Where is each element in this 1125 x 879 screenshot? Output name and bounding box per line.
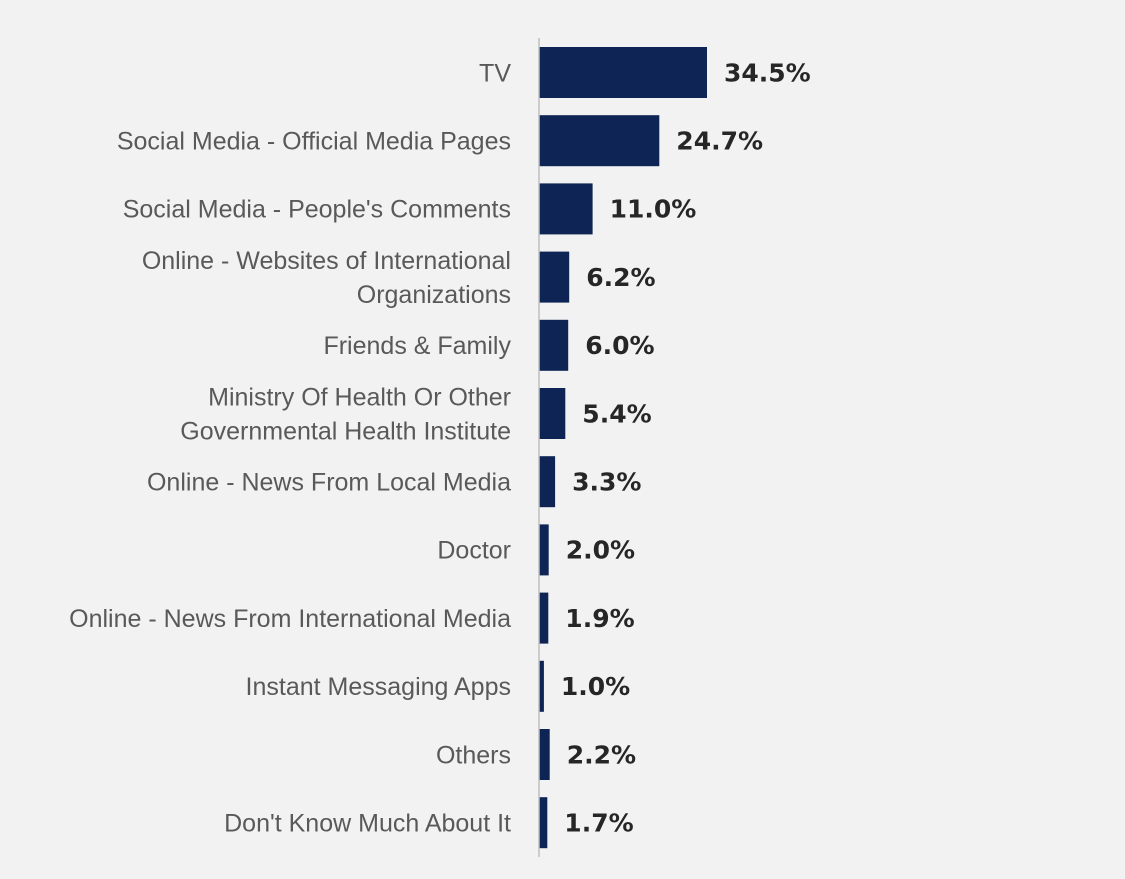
category-label: Online - News From Local Media bbox=[147, 468, 511, 496]
bar-value-label: 11.0% bbox=[610, 195, 697, 224]
category-label: TV bbox=[479, 59, 511, 87]
category-label-line: TV bbox=[479, 59, 511, 87]
bar bbox=[539, 524, 549, 576]
category-label: Friends & Family bbox=[323, 332, 511, 360]
bar-value-label: 6.2% bbox=[586, 263, 655, 292]
category-label-line: Instant Messaging Apps bbox=[246, 673, 511, 701]
category-label: Online - Websites of International Organi… bbox=[142, 247, 511, 309]
category-label: Doctor bbox=[437, 537, 511, 565]
bar-value-label: 2.2% bbox=[567, 740, 636, 769]
category-label: Social Media - Official Media Pages bbox=[117, 127, 511, 155]
bar bbox=[539, 47, 707, 98]
category-label-line: Ministry Of Health Or Other bbox=[208, 383, 511, 411]
category-label-line: Organizations bbox=[357, 281, 511, 309]
bar bbox=[539, 115, 660, 167]
bar bbox=[539, 251, 570, 303]
category-label-line: Friends & Family bbox=[323, 332, 511, 360]
bar-value-label: 1.9% bbox=[565, 604, 634, 633]
category-label-line: Social Media - Official Media Pages bbox=[117, 127, 511, 155]
value-labels-group: 34.5% 24.7% 11.0% 6.2% 6.0% 5.4% 3.3% 2.0% 1.9% 1… bbox=[561, 58, 811, 837]
category-label-line: Online - News From International Media bbox=[69, 605, 511, 633]
bar bbox=[539, 797, 548, 849]
bar-value-label: 5.4% bbox=[582, 399, 651, 428]
category-label-line: Social Media - People's Comments bbox=[123, 196, 511, 224]
bar-value-label: 6.0% bbox=[585, 331, 654, 360]
bar-value-label: 24.7% bbox=[676, 126, 763, 155]
category-label: Don't Know Much About It bbox=[224, 809, 511, 837]
bar bbox=[539, 456, 556, 508]
bar bbox=[539, 388, 566, 439]
bar-value-label: 1.0% bbox=[561, 672, 630, 701]
category-label: Others bbox=[436, 741, 511, 769]
bar bbox=[539, 660, 544, 712]
category-label: Ministry Of Health Or Other Governmental … bbox=[180, 383, 511, 445]
category-label-line: Doctor bbox=[437, 537, 511, 565]
bar-value-label: 3.3% bbox=[572, 467, 641, 496]
category-label-line: Governmental Health Institute bbox=[180, 417, 511, 445]
bars-group bbox=[539, 47, 707, 849]
bar bbox=[539, 319, 569, 371]
category-label-line: Others bbox=[436, 741, 511, 769]
category-label-line: Online - Websites of International bbox=[142, 247, 511, 275]
bar-value-label: 2.0% bbox=[566, 536, 635, 565]
category-label: Social Media - People's Comments bbox=[123, 196, 511, 224]
bar-value-label: 1.7% bbox=[564, 808, 633, 837]
category-label: Instant Messaging Apps bbox=[246, 673, 511, 701]
category-label: Online - News From International Media bbox=[69, 605, 511, 633]
bar bbox=[539, 592, 549, 644]
bar bbox=[539, 729, 550, 780]
bar bbox=[539, 183, 593, 235]
category-label-line: Don't Know Much About It bbox=[224, 809, 511, 837]
category-label-line: Online - News From Local Media bbox=[147, 468, 511, 496]
bar-value-label: 34.5% bbox=[724, 58, 811, 87]
category-labels-group: TV Social Media - Official Media Pages Soc… bbox=[69, 59, 511, 837]
